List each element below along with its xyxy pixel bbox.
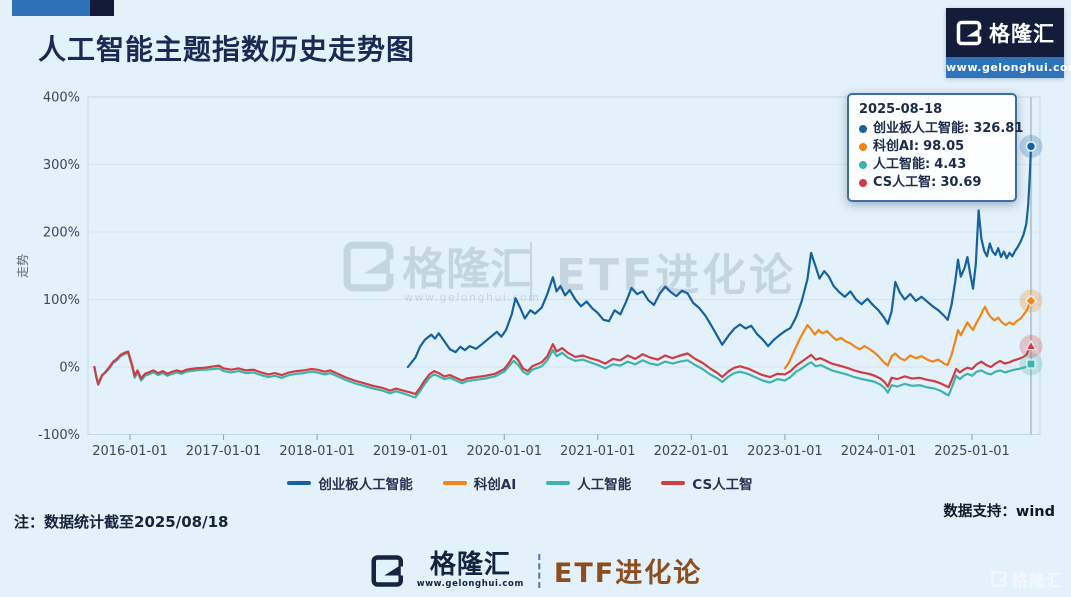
footer-brand-block: 格隆汇 www.gelonghui.com	[417, 552, 524, 589]
title-decoration	[12, 0, 114, 16]
watermark-product: ETF进化论	[556, 250, 796, 301]
brand-name: 格隆汇	[989, 21, 1055, 46]
y-axis-tick-label: 200%	[43, 226, 80, 241]
decoration-navy-bar	[90, 0, 114, 16]
series-line-科创AI[interactable]	[783, 299, 1033, 370]
legend-label: 科创AI	[473, 477, 517, 493]
tooltip-item: 科创AI: 98.05	[859, 138, 1005, 156]
legend-item-CS人工智[interactable]: CS人工智	[661, 473, 753, 493]
legend-line-swatch	[546, 481, 571, 485]
footer-divider	[537, 553, 540, 588]
end-marker-circle[interactable]	[1025, 141, 1037, 152]
series-dot-icon	[859, 161, 867, 169]
legend-line-swatch	[661, 481, 686, 485]
tooltip-item: CS人工智: 30.69	[859, 174, 1005, 192]
tooltip-item: 创业板人工智能: 326.81	[859, 120, 1023, 138]
footer-product-name: ETF进化论	[553, 558, 703, 589]
x-axis-tick-label: 2021-01-01	[560, 444, 636, 459]
tooltip-item: 人工智能: 4.43	[859, 156, 1005, 174]
y-axis-tick-label: 400%	[43, 91, 80, 106]
y-axis-tick-label: 300%	[43, 158, 80, 173]
series-dot-icon	[859, 125, 867, 133]
legend-item-人工智能[interactable]: 人工智能	[546, 473, 631, 493]
watermark-brand: 格隆汇	[402, 244, 534, 295]
x-axis-tick-label: 2019-01-01	[373, 444, 449, 459]
end-marker-halo	[1019, 352, 1043, 376]
gelonghui-g-icon	[990, 570, 1008, 588]
series-dot-icon	[859, 179, 867, 187]
corner-watermark: 格隆汇	[990, 567, 1063, 591]
end-marker-square[interactable]	[1026, 359, 1036, 369]
legend-label: CS人工智	[692, 477, 753, 493]
x-axis-tick-label: 2020-01-01	[466, 444, 542, 459]
data-support-label: 数据支持：wind	[943, 504, 1055, 520]
corner-watermark-text: 格隆汇	[1011, 571, 1063, 590]
y-axis-tick-label: 0%	[59, 361, 80, 376]
page-title: 人工智能主题指数历史走势图	[38, 33, 416, 66]
footnote: 注：数据统计截至2025/08/18	[14, 513, 229, 531]
chart-legend: 创业板人工智能 科创AI 人工智能 CS人工智	[0, 473, 1040, 493]
legend-label: 创业板人工智能	[318, 477, 413, 493]
legend-line-swatch	[287, 481, 312, 485]
footer-brand-name: 格隆汇	[429, 550, 511, 581]
gelonghui-logo: 格隆汇	[946, 8, 1064, 57]
series-dot-icon	[859, 143, 867, 151]
y-axis-title: 走势	[16, 254, 30, 278]
end-marker-diamond[interactable]	[1025, 294, 1037, 307]
end-marker-triangle[interactable]	[1025, 339, 1037, 351]
gelonghui-g-icon	[347, 245, 390, 288]
gelonghui-g-icon	[955, 19, 983, 47]
legend-line-swatch	[442, 481, 467, 485]
legend-item-创业板人工智能[interactable]: 创业板人工智能	[287, 473, 413, 493]
footer-brand-url: www.gelonghui.com	[416, 579, 524, 590]
y-axis-tick-label: 100%	[43, 293, 80, 308]
tooltip-date: 2025-08-18	[859, 102, 943, 117]
tooltip-rows: 创业板人工智能: 326.81 科创AI: 98.05 人工智能: 4.43 CS人工智: 3…	[859, 120, 1023, 192]
legend-label: 人工智能	[577, 477, 632, 493]
x-axis-tick-label: 2025-01-01	[934, 444, 1010, 459]
gelonghui-logo-badge: 格隆汇 www.gelonghui.com	[946, 8, 1071, 78]
footer-brand: 格隆汇 www.gelonghui.com ETF进化论	[369, 551, 702, 590]
x-axis-tick-label: 2023-01-01	[747, 444, 823, 459]
decoration-blue-bar	[12, 0, 90, 16]
x-axis-tick-label: 2018-01-01	[279, 444, 355, 459]
brand-url: www.gelonghui.com	[946, 57, 1071, 78]
watermark-url: www.gelonghui.com	[404, 291, 540, 304]
x-axis-tick-label: 2022-01-01	[654, 444, 730, 459]
series-line-CS人工智[interactable]	[93, 343, 1033, 396]
end-marker-halo	[1019, 289, 1043, 313]
legend-item-科创AI[interactable]: 科创AI	[442, 473, 517, 493]
x-axis-tick-label: 2024-01-01	[841, 444, 917, 459]
x-axis-tick-label: 2016-01-01	[92, 444, 168, 459]
end-marker-halo	[1019, 334, 1043, 358]
series-line-人工智能[interactable]	[93, 349, 1033, 399]
end-marker-halo	[1019, 134, 1043, 158]
chart-tooltip: 2025-08-18 创业板人工智能: 326.81 科创AI: 98.05 人工智能:…	[847, 93, 1023, 202]
gelonghui-g-icon	[369, 553, 405, 589]
y-axis-tick-label: -100%	[38, 428, 80, 443]
x-axis-tick-label: 2017-01-01	[186, 444, 262, 459]
